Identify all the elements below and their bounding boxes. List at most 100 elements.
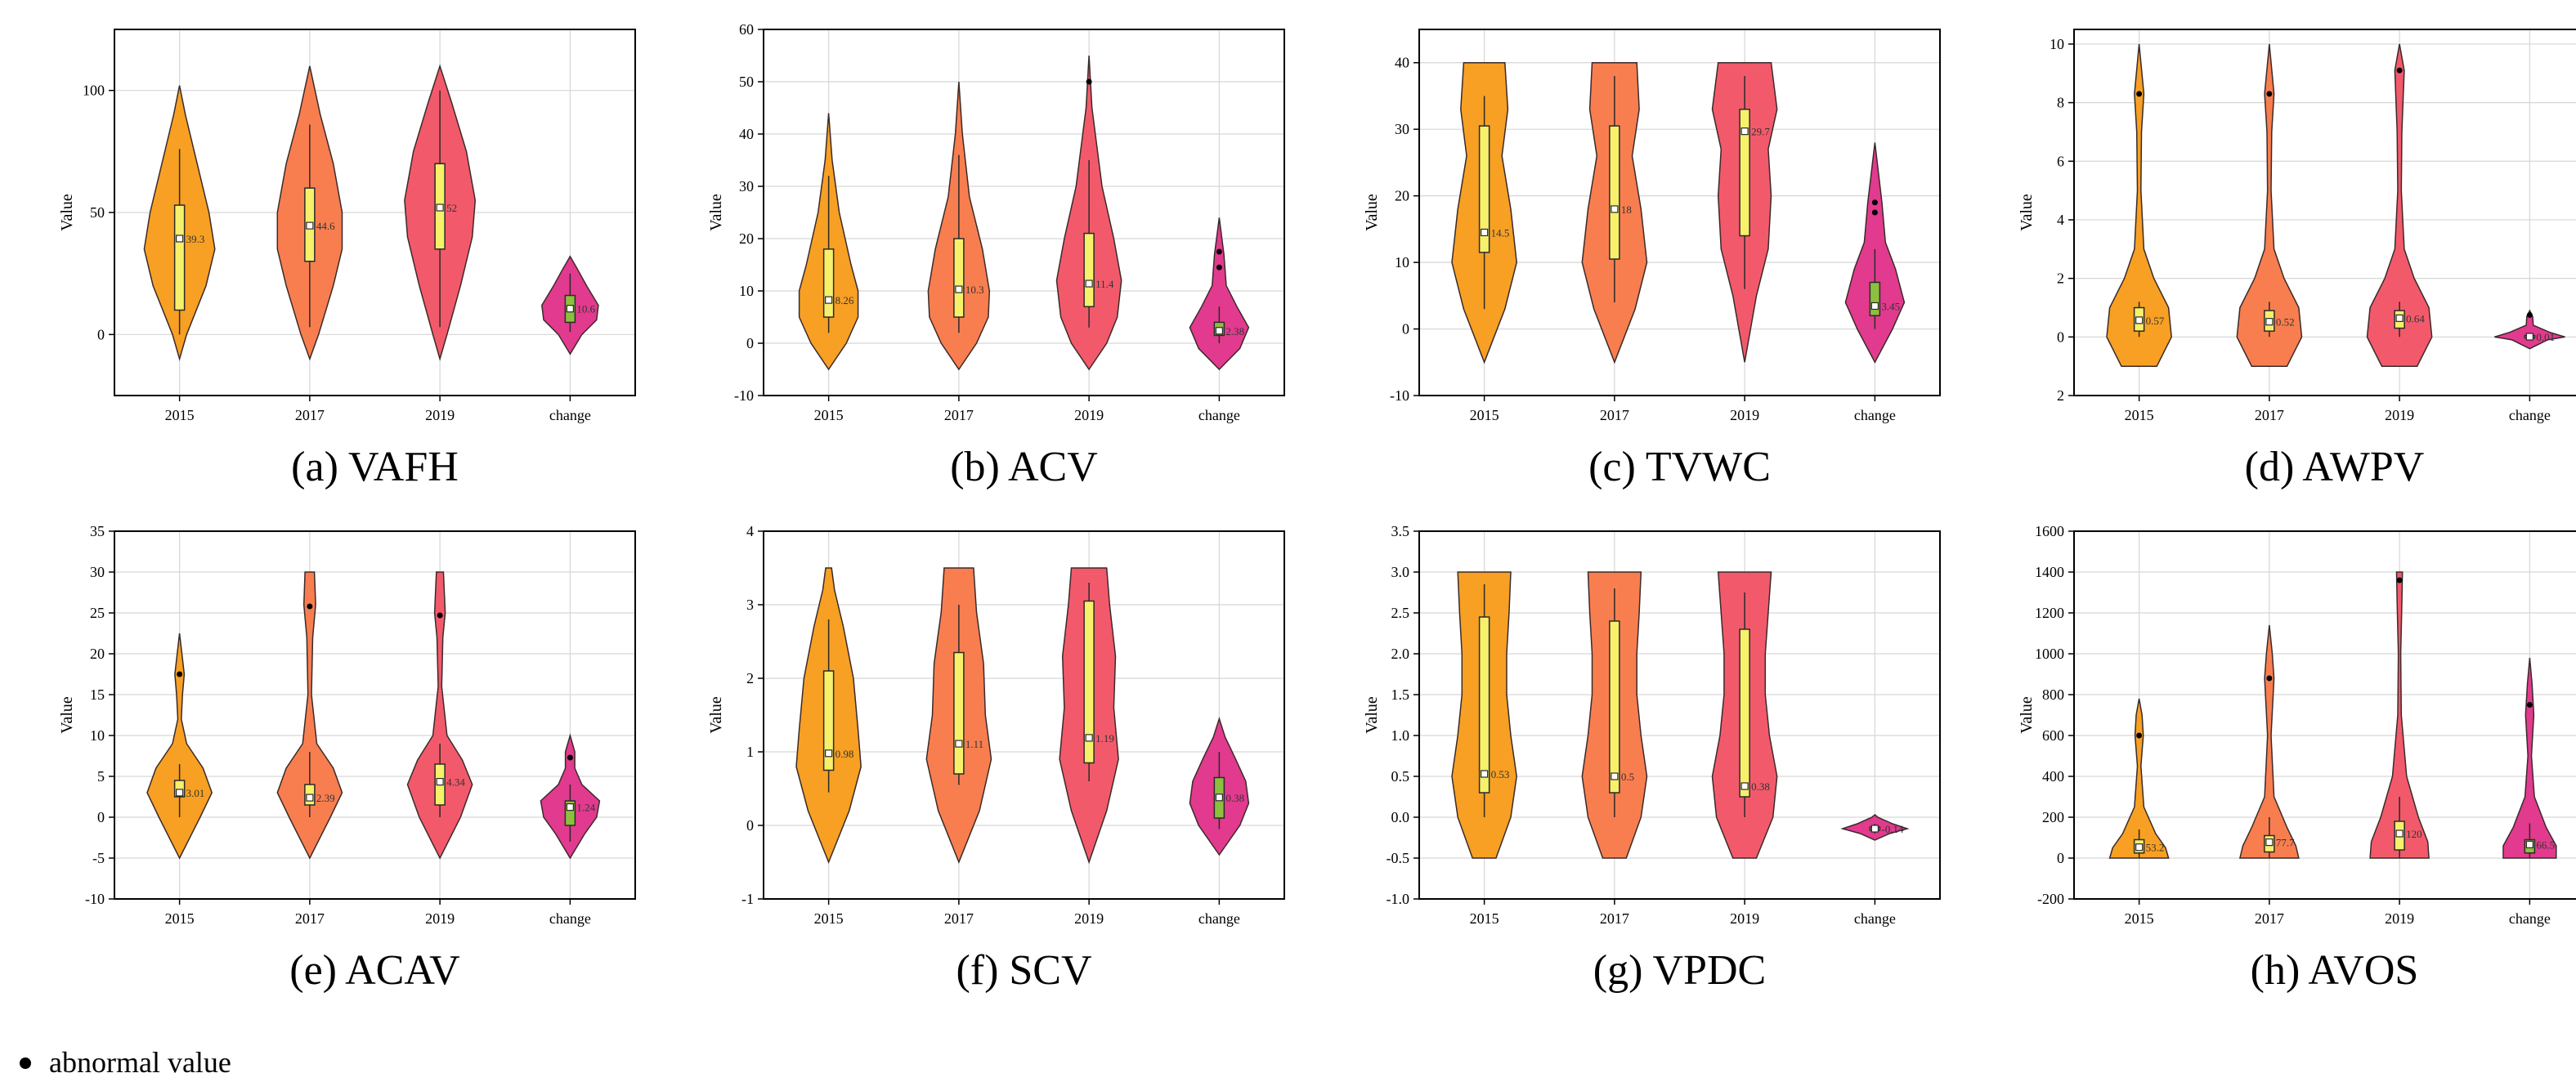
panel-caption: (d) AWPV <box>2245 444 2425 490</box>
violin-2019 <box>406 571 473 860</box>
x-tick-label: 2017 <box>1600 910 1629 927</box>
median-marker <box>306 794 314 802</box>
box <box>1609 620 1620 794</box>
violin-change <box>2493 309 2565 350</box>
median-label: 0.64 <box>2406 312 2425 324</box>
median-marker <box>1870 302 1879 311</box>
median-marker <box>306 221 314 230</box>
y-tick-label: -1.0 <box>1387 891 1410 907</box>
outlier-point <box>2136 732 2143 739</box>
x-tick-label: change <box>1198 910 1240 927</box>
violin-2017 <box>2238 624 2300 859</box>
x-tick-label: 2017 <box>2255 407 2284 423</box>
violin-2015 <box>2108 698 2170 859</box>
median-label: -0.14 <box>1881 823 1904 835</box>
outlier-point <box>177 671 183 677</box>
panel-caption: (f) SCV <box>956 947 1091 994</box>
median-label: 8.26 <box>836 294 854 306</box>
median-marker <box>1611 772 1619 780</box>
plot-frame <box>1418 29 1941 396</box>
median-marker <box>176 235 184 243</box>
outlier-point <box>2136 91 2143 97</box>
median-marker <box>2135 843 2144 852</box>
y-tick-label: 0 <box>97 326 105 342</box>
y-tick-label: 20 <box>1395 188 1409 204</box>
outlier-point <box>2526 702 2533 708</box>
legend: abnormal value <box>20 1046 231 1079</box>
x-tick-label: 2017 <box>2255 910 2284 927</box>
median-label: 0.52 <box>2276 316 2295 329</box>
y-tick-label: 10 <box>2050 36 2064 52</box>
y-tick-label: 0.5 <box>1391 768 1410 785</box>
y-tick-label: 30 <box>90 564 105 580</box>
y-axis-label: Value <box>1363 194 1381 231</box>
chart-panel-7: 53.2 77.7 120 66.5 -200 0 200 400 600 800 1000 1200… <box>2018 523 2576 994</box>
median-label: 14.5 <box>1491 226 1510 239</box>
plot-frame <box>1418 530 1941 900</box>
y-tick-label: 10 <box>739 283 754 299</box>
median-label: 0.01 <box>2536 331 2555 343</box>
plot-frame <box>114 530 636 900</box>
x-tick-label: 2017 <box>944 407 974 423</box>
y-tick-label: 0 <box>2057 329 2064 345</box>
y-tick-label: 3.0 <box>1391 564 1410 580</box>
y-axis-label: Value <box>707 696 725 734</box>
outlier-point <box>307 603 313 610</box>
y-axis-label: Value <box>2018 696 2036 734</box>
median-marker <box>2395 829 2404 838</box>
median-marker <box>955 285 963 293</box>
median-marker <box>566 803 574 812</box>
median-label: 0.53 <box>1491 768 1510 780</box>
x-tick-label: 2017 <box>295 407 325 423</box>
y-tick-label: 50 <box>739 74 754 90</box>
median-label: 66.5 <box>2536 838 2555 851</box>
y-tick-label: 0.0 <box>1391 809 1410 825</box>
chart-panel-5: 0.98 1.11 1.19 0.38 -1 0 1 2 3 4 2015 2017 2019 chang… <box>707 523 1285 994</box>
outlier-point <box>2396 67 2403 74</box>
y-axis-label: Value <box>707 194 725 231</box>
y-tick-label: 200 <box>2042 809 2064 825</box>
median-marker <box>1215 327 1223 335</box>
legend-label: abnormal value <box>49 1046 231 1079</box>
median-label: 0.98 <box>836 748 854 760</box>
y-axis-label: Value <box>2018 194 2036 231</box>
outlier-point <box>1216 264 1222 270</box>
box <box>1739 628 1750 798</box>
x-tick-label: 2017 <box>1600 407 1629 423</box>
median-label: 3.45 <box>1881 300 1900 312</box>
median-marker <box>2395 314 2404 322</box>
median-label: 0.38 <box>1225 792 1244 804</box>
x-tick-label: 2015 <box>2125 407 2154 423</box>
panel-caption: (h) AVOS <box>2251 947 2419 994</box>
x-tick-label: 2019 <box>1730 407 1759 423</box>
outlier-point <box>2266 91 2273 97</box>
x-tick-label: 2015 <box>1470 910 1499 927</box>
y-tick-label: 10 <box>1395 254 1409 270</box>
chart-panel-3: 0.57 0.52 0.64 0.01 2 0 2 4 6 8 10 2015 2017 2019 chan… <box>2018 29 2576 490</box>
panel-caption: (g) VPDC <box>1593 947 1766 994</box>
y-tick-label: 25 <box>90 605 105 621</box>
median-marker <box>955 740 963 748</box>
outlier-point <box>1871 209 1878 216</box>
chart-panel-2: 14.5 18 29.7 3.45 -10 0 10 20 30 40 2015 2017 2019 ch… <box>1363 29 1941 490</box>
box <box>1478 125 1490 253</box>
median-label: 44.6 <box>316 220 335 232</box>
y-tick-label: 5 <box>97 768 105 785</box>
outlier-point <box>567 754 573 761</box>
y-tick-label: -5 <box>92 850 105 866</box>
y-tick-label: 1 <box>746 744 754 760</box>
y-tick-label: 1.0 <box>1391 727 1410 744</box>
median-label: 11.4 <box>1095 278 1114 290</box>
y-tick-label: 1400 <box>2035 564 2064 580</box>
y-tick-label: 0 <box>746 817 754 834</box>
median-label: 29.7 <box>1751 126 1770 138</box>
x-tick-label: change <box>549 910 591 927</box>
y-tick-label: 50 <box>90 204 105 221</box>
violin-change <box>2502 657 2557 859</box>
violin-change <box>1189 217 1250 371</box>
median-marker <box>1740 127 1749 136</box>
median-marker <box>1481 770 1489 778</box>
x-tick-label: 2015 <box>1470 407 1499 423</box>
median-label: 0.57 <box>2146 315 2165 327</box>
